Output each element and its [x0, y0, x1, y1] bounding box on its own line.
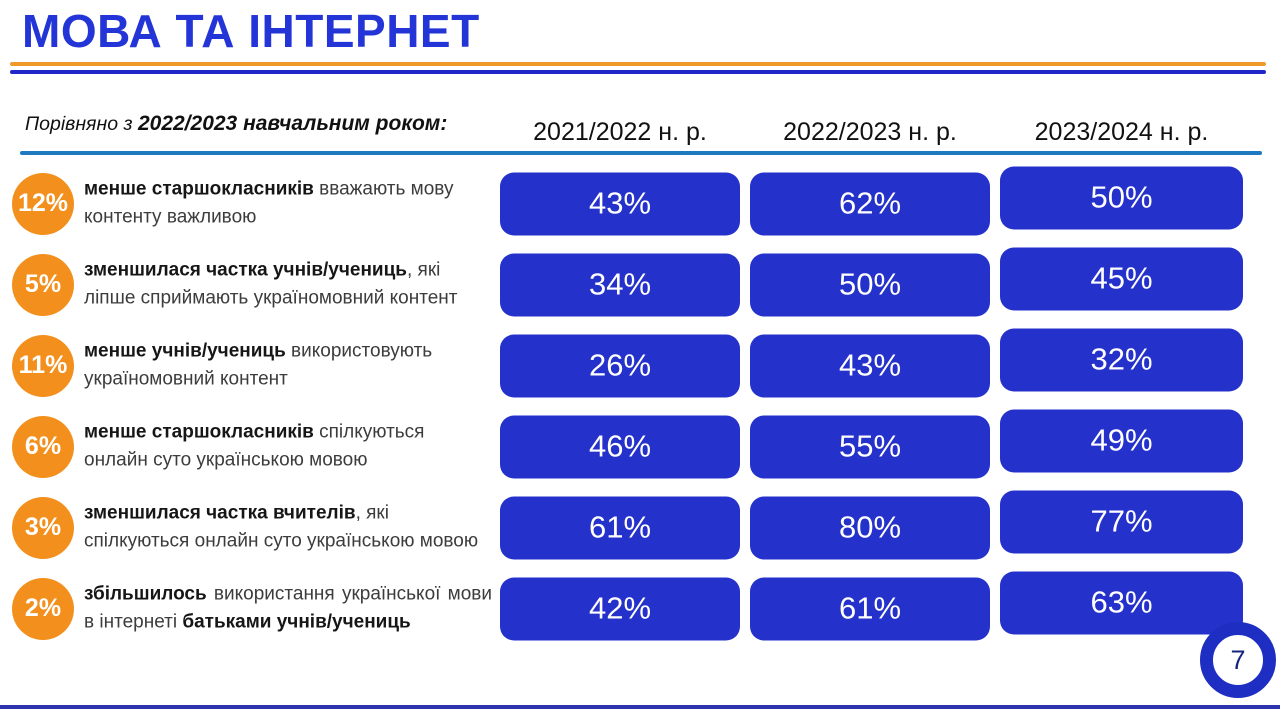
change-badge: 12%	[12, 172, 74, 235]
change-badge: 2%	[12, 577, 74, 640]
table-row: 5% зменшилася частка учнів/учениць, які …	[0, 244, 1280, 325]
table-row: 12% менше старшокласників вважають мову …	[0, 163, 1280, 244]
table-row: 11% менше учнів/учениць використовують у…	[0, 325, 1280, 406]
change-badge: 3%	[12, 496, 74, 559]
table-row: 3% зменшилася частка вчителів, які спілк…	[0, 487, 1280, 568]
value-cell: 50%	[750, 253, 990, 316]
description-segment: менше старшокласників	[84, 421, 314, 442]
description-segment: менше старшокласників	[84, 178, 314, 199]
bottom-bar	[0, 705, 1280, 709]
value-cell: 45%	[1000, 247, 1243, 310]
value-cell: 32%	[1000, 328, 1243, 391]
description-segment: вважають мову контенту важливою	[84, 178, 454, 228]
subtitle: Порівняно з 2022/2023 навчальним роком:	[25, 112, 447, 136]
description-segment: , які спілкуються онлайн суто українсько…	[84, 502, 479, 552]
description-segment: зменшилася частка учнів/учениць	[84, 259, 407, 280]
table-row: 2% збільшилось використання української …	[0, 568, 1280, 649]
table-row: 6% менше старшокласників спілкуються онл…	[0, 406, 1280, 487]
row-description: зменшилася частка вчителів, які спілкуют…	[84, 499, 492, 556]
page-number-badge: 7	[1200, 622, 1276, 698]
value-cell: 43%	[500, 172, 740, 235]
row-description: зменшилася частка учнів/учениць, які ліп…	[84, 256, 492, 313]
description-segment: , які ліпше сприймають україномовний кон…	[84, 259, 458, 309]
description-segment: менше учнів/учениць	[84, 340, 286, 361]
description-segment: використання української мови в інтернет…	[84, 583, 492, 633]
row-description: менше старшокласників спілкуються онлайн…	[84, 418, 492, 475]
description-segment: зменшилася частка вчителів	[84, 502, 356, 523]
value-cell: 46%	[500, 415, 740, 478]
description-segment: батьками учнів/учениць	[182, 611, 411, 633]
value-cell: 62%	[750, 172, 990, 235]
value-cell: 43%	[750, 334, 990, 397]
column-header-2021-2022: 2021/2022 н. р.	[533, 118, 707, 146]
value-cell: 42%	[500, 577, 740, 640]
title-underline-orange	[10, 62, 1266, 66]
description-segment: використовують україномовний контент	[84, 340, 433, 390]
value-cell: 26%	[500, 334, 740, 397]
row-description: менше учнів/учениць використовують украї…	[84, 337, 492, 394]
title-underline-blue	[10, 70, 1266, 74]
value-cell: 61%	[750, 577, 990, 640]
subtitle-bold: 2022/2023 навчальним роком:	[137, 112, 448, 135]
value-cell: 34%	[500, 253, 740, 316]
row-description: збільшилось використання української мов…	[84, 580, 492, 637]
subtitle-prefix: Порівняно з	[25, 113, 138, 135]
header-underline	[20, 151, 1262, 155]
value-cell: 49%	[1000, 409, 1243, 472]
row-description: менше старшокласників вважають мову конт…	[84, 175, 492, 232]
value-cell: 55%	[750, 415, 990, 478]
page-title: МОВА ТА ІНТЕРНЕТ	[22, 5, 480, 57]
value-cell: 63%	[1000, 571, 1243, 634]
change-badge: 5%	[12, 253, 74, 316]
column-header-2022-2023: 2022/2023 н. р.	[783, 118, 957, 146]
change-badge: 6%	[12, 415, 74, 478]
value-cell: 80%	[750, 496, 990, 559]
value-cell: 61%	[500, 496, 740, 559]
column-header-2023-2024: 2023/2024 н. р.	[1034, 118, 1209, 146]
description-segment: збільшилось	[84, 583, 207, 604]
description-segment: спілкуються онлайн суто українською мово…	[84, 421, 425, 471]
value-cell: 77%	[1000, 490, 1243, 553]
value-cell: 50%	[1000, 166, 1243, 229]
data-rows: 12% менше старшокласників вважають мову …	[0, 163, 1280, 649]
change-badge: 11%	[12, 334, 74, 397]
